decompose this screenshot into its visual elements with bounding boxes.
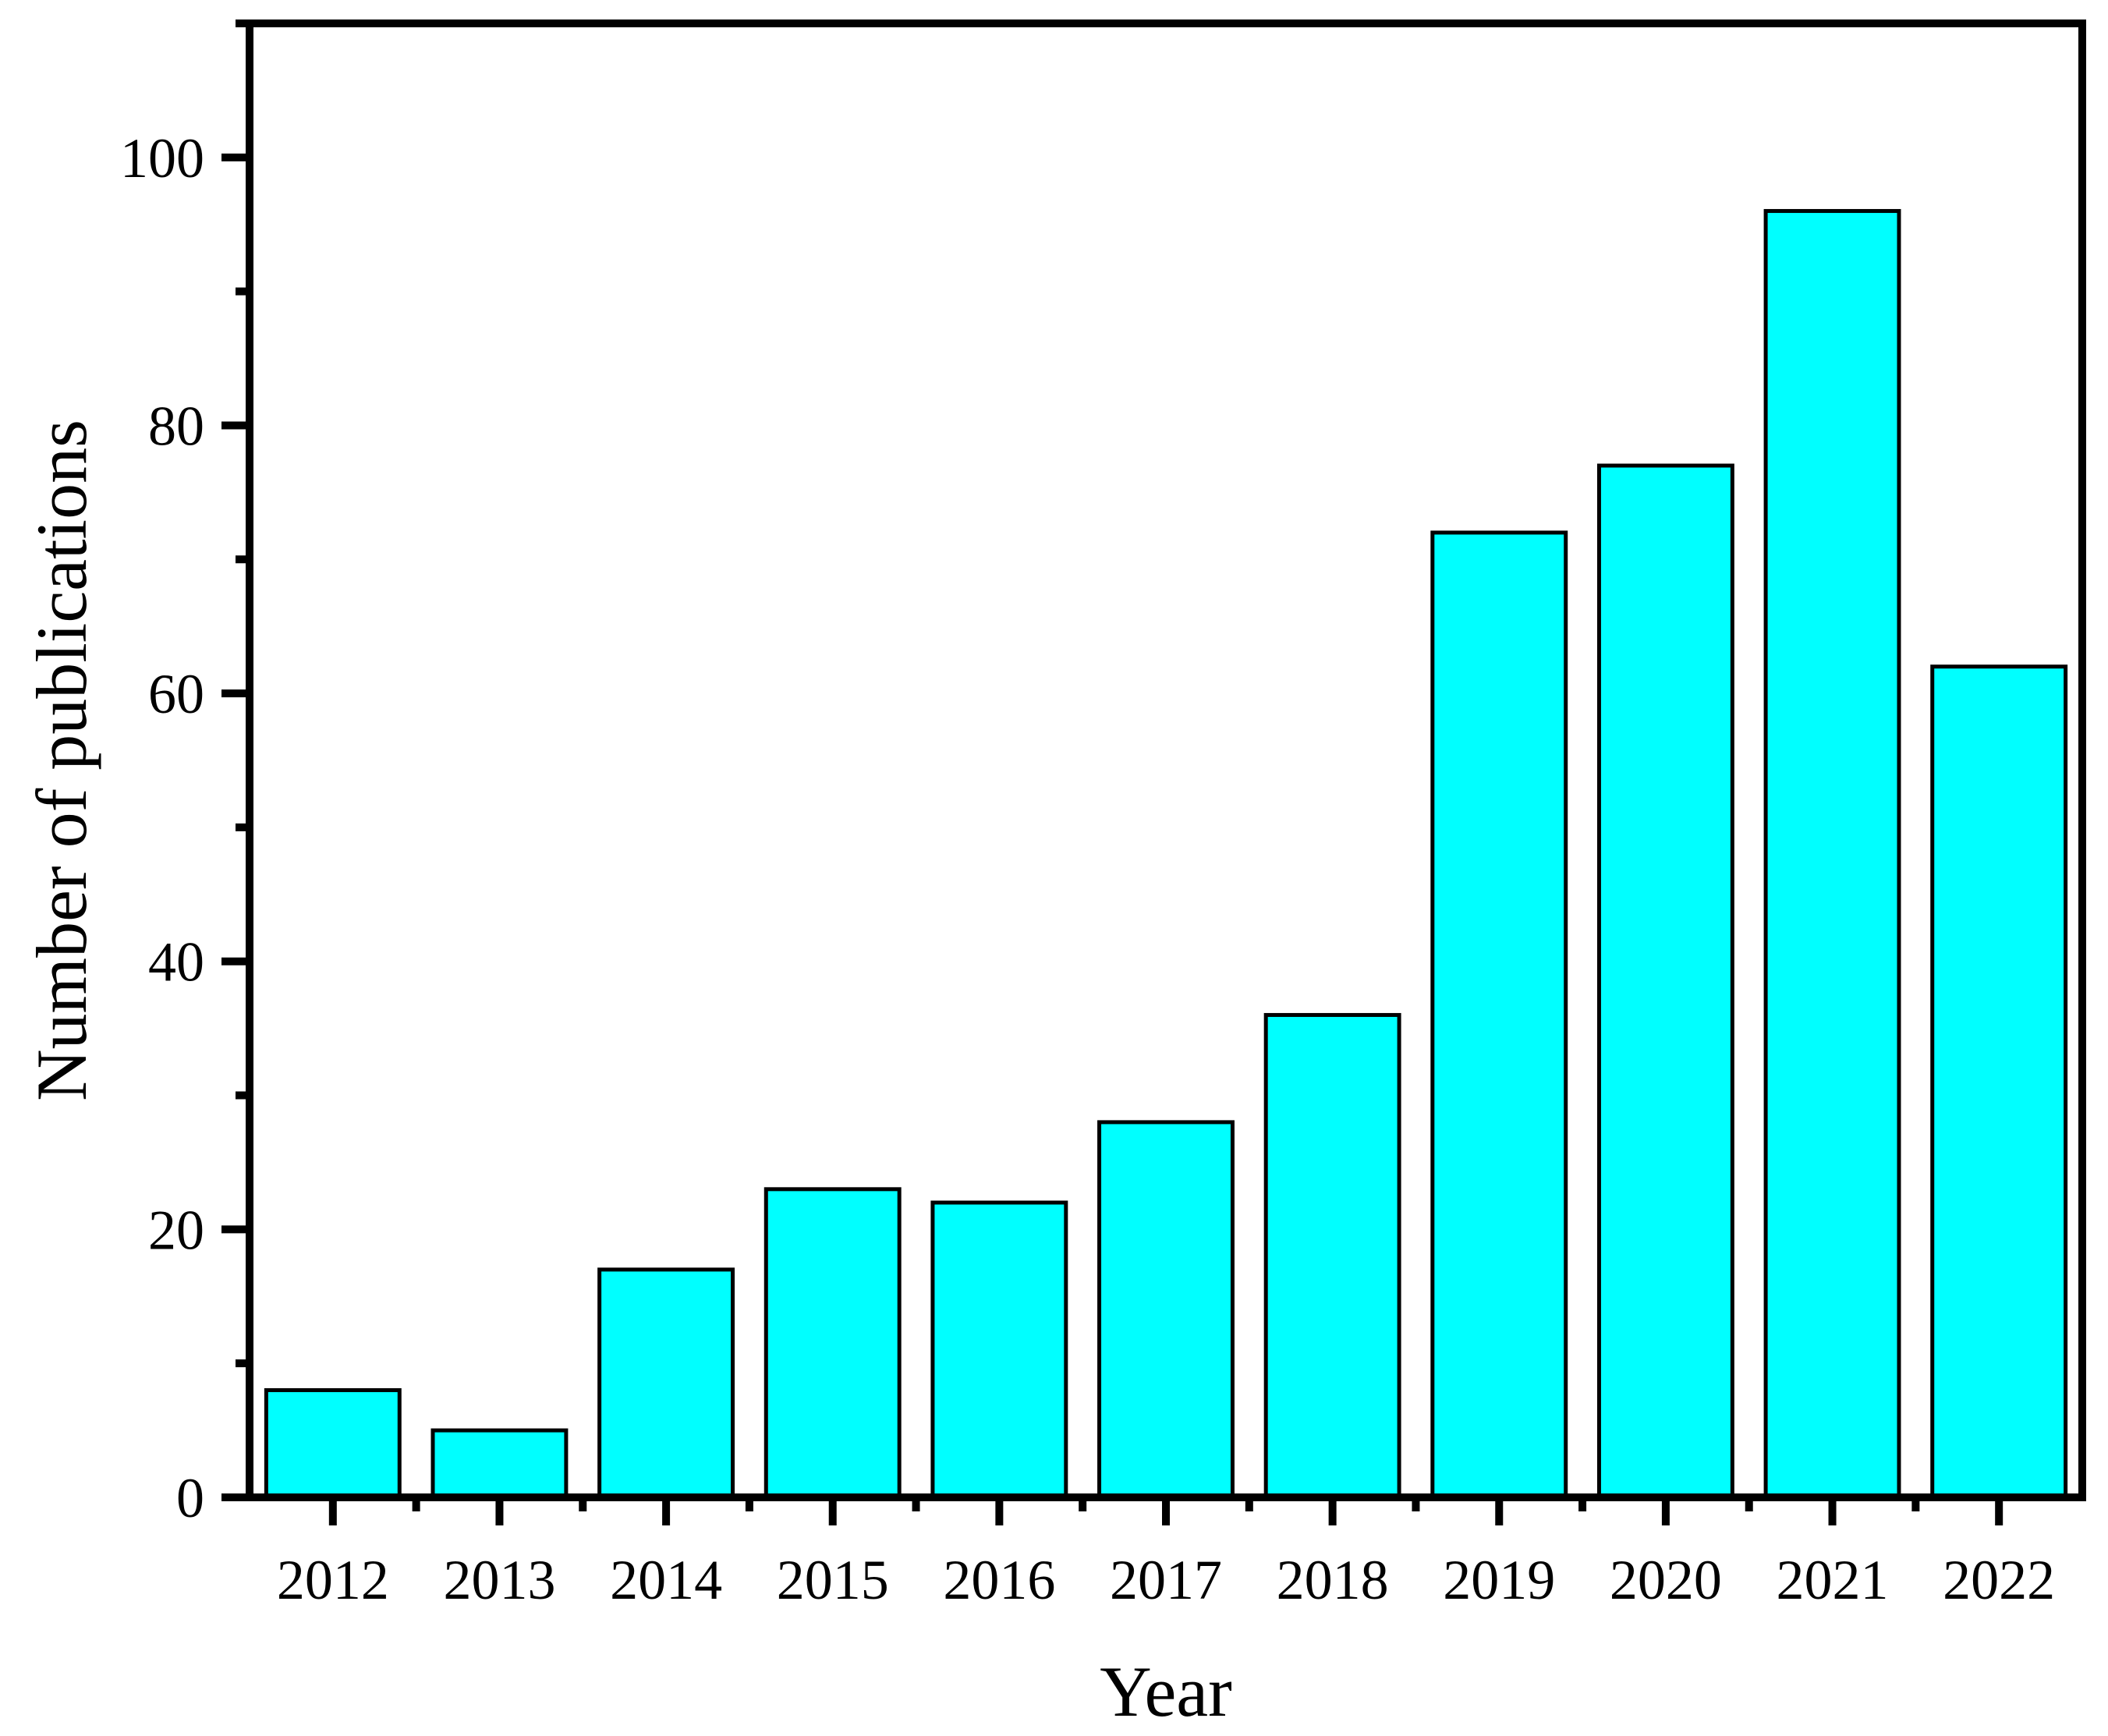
bar-2016 [930,1200,1068,1500]
y-tick-label-0: 0 [176,1467,204,1529]
x-tick-label-2021: 2021 [1777,1549,1889,1611]
bar-2017 [1097,1120,1235,1500]
bar-2014 [597,1267,735,1500]
y-tick-label-100: 100 [120,127,204,190]
y-tick-label-20: 20 [148,1199,204,1261]
y-tick-label-40: 40 [148,931,204,994]
x-tick-label-2020: 2020 [1610,1549,1722,1611]
plot-frame [246,19,2086,1501]
bar-2022 [1930,664,2068,1500]
bars-group [264,209,2068,1500]
bar-2012 [264,1388,402,1500]
bar-2015 [763,1187,902,1500]
x-tick-label-2018: 2018 [1277,1549,1389,1611]
bar-2018 [1263,1012,1401,1500]
bar-2020 [1596,463,1734,1500]
x-axis-label: Year [1100,1652,1232,1731]
bar-2013 [430,1428,569,1500]
x-tick-label-2022: 2022 [1943,1549,2055,1611]
x-tick-label-2012: 2012 [277,1549,389,1611]
x-tick-label-2015: 2015 [777,1549,889,1611]
y-axis-label: Number of publications [22,420,101,1101]
y-tick-label-60: 60 [148,663,204,725]
bar-2019 [1430,530,1568,1500]
x-tick-labels: 2012 2013 2014 2015 2016 2017 2018 2019 2020 2021… [277,1549,2055,1611]
x-tick-label-2019: 2019 [1443,1549,1555,1611]
y-tick-label-80: 80 [148,395,204,457]
y-tick-labels: 0 20 40 60 80 100 [120,127,204,1529]
x-tick-label-2016: 2016 [943,1549,1055,1611]
x-tick-label-2013: 2013 [443,1549,555,1611]
ticks-group [221,19,2003,1525]
bar-2021 [1763,209,1901,1500]
x-tick-label-2017: 2017 [1110,1549,1222,1611]
x-tick-label-2014: 2014 [610,1549,722,1611]
